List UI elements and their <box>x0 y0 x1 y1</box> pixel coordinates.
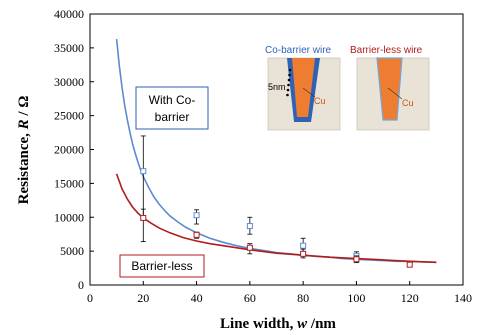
x-axis-ticks: 0 20 40 60 80 100 120 140 <box>87 281 472 305</box>
y-axis-ticks: 0 5000 10000 15000 20000 25000 30000 35000 40000 <box>54 7 94 292</box>
data-point-barrier-less <box>406 261 413 268</box>
inset-right-title: Barrier-less wire <box>350 45 423 56</box>
y-tick-label: 5000 <box>60 244 84 258</box>
thickness-label: 5nm <box>268 82 286 92</box>
barrier-less-wire-diagram: Cu <box>356 57 430 131</box>
y-tick-label: 20000 <box>54 143 84 157</box>
y-tick-label: 0 <box>78 278 84 292</box>
x-tick-label: 20 <box>137 291 149 305</box>
x-tick-label: 0 <box>87 291 93 305</box>
x-tick-label: 40 <box>191 291 203 305</box>
inset-left-title: Co-barrier wire <box>265 45 332 56</box>
y-axis-title: Resistance, R / Ω <box>16 96 32 205</box>
y-tick-label: 10000 <box>54 210 84 224</box>
callout-barrier-less: Barrier-less <box>119 254 205 278</box>
y-tick-label: 40000 <box>54 7 84 21</box>
thickness-marker <box>286 68 292 97</box>
data-point-co-barrier <box>140 168 147 175</box>
x-tick-label: 100 <box>347 291 365 305</box>
x-tick-label: 140 <box>454 291 472 305</box>
data-point-barrier-less <box>246 244 253 251</box>
x-tick-label: 120 <box>401 291 419 305</box>
x-tick-label: 60 <box>244 291 256 305</box>
callout-barrier-less-label: Barrier-less <box>131 259 192 273</box>
callout-co-barrier-line2: barrier <box>155 110 190 124</box>
data-points <box>140 135 413 268</box>
y-tick-label: 25000 <box>54 109 84 123</box>
data-point-co-barrier <box>246 223 253 230</box>
callout-co-barrier: With Co- barrier <box>135 86 209 130</box>
data-point-barrier-less <box>353 256 360 263</box>
data-point-co-barrier <box>193 212 200 219</box>
y-tick-label: 30000 <box>54 75 84 89</box>
fit-curve-barrier-less <box>115 173 437 264</box>
cu-label-right: Cu <box>402 98 414 108</box>
copper-core-left <box>292 58 315 117</box>
x-axis-title: Line width, w /nm <box>220 316 336 332</box>
x-tick-label: 80 <box>297 291 309 305</box>
data-point-barrier-less <box>300 250 307 257</box>
data-point-barrier-less <box>193 231 200 238</box>
callout-co-barrier-line1: With Co- <box>149 93 196 107</box>
cu-label-left: Cu <box>314 96 326 106</box>
y-tick-label: 15000 <box>54 176 84 190</box>
y-tick-label: 35000 <box>54 41 84 55</box>
inset-illustration: Co-barrier wire Barrier-less wire 5nm Cu… <box>265 45 430 131</box>
data-point-barrier-less <box>140 214 147 221</box>
co-barrier-wire-diagram: 5nm Cu <box>267 57 341 131</box>
data-point-co-barrier <box>300 242 307 249</box>
